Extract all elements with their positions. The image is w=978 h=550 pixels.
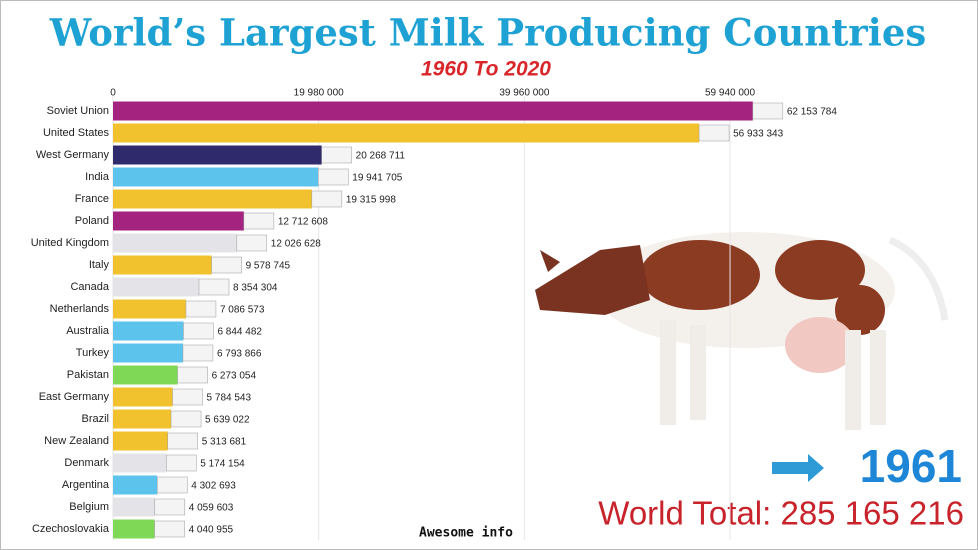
- value-label: 6 273 054: [212, 371, 257, 382]
- y-tick-label: France: [75, 193, 109, 205]
- bar: [113, 431, 168, 451]
- y-tick-label: Canada: [70, 281, 109, 293]
- flag: [198, 278, 230, 296]
- year-label: 1961: [860, 440, 962, 492]
- value-label: 19 315 998: [346, 195, 396, 206]
- cow-illustration: [535, 232, 949, 430]
- flag: [154, 498, 186, 516]
- value-label: 5 313 681: [202, 437, 247, 448]
- flag: [321, 146, 352, 164]
- value-label: 6 844 482: [217, 327, 262, 338]
- flag: [311, 190, 343, 208]
- x-tick-label: 0: [110, 88, 116, 99]
- bar: [113, 189, 312, 209]
- y-tick-label: East Germany: [39, 391, 110, 403]
- value-label: 4 302 693: [191, 481, 236, 492]
- bar: [113, 387, 173, 407]
- x-tick-label: 19 980 000: [294, 88, 344, 99]
- bar: [113, 365, 178, 385]
- flag: [318, 168, 349, 186]
- value-label: 62 153 784: [787, 107, 837, 118]
- x-tick-label: 39 960 000: [499, 88, 549, 99]
- flag: [698, 124, 730, 142]
- flag: [243, 212, 275, 230]
- flag: [177, 366, 208, 384]
- value-label: 4 040 955: [189, 525, 234, 536]
- value-label: 5 174 154: [200, 459, 245, 470]
- chart-title: World’s Largest Milk Producing Countries: [49, 11, 926, 55]
- value-label: 20 268 711: [356, 151, 406, 162]
- bar: [113, 299, 186, 319]
- watermark: Awesome info: [419, 526, 513, 541]
- flag: [172, 388, 203, 406]
- chart-subtitle: 1960 To 2020: [421, 58, 551, 81]
- flag: [183, 322, 214, 340]
- y-tick-label: West Germany: [36, 149, 110, 161]
- bar: [113, 277, 200, 297]
- flag: [154, 520, 185, 538]
- y-tick-label: India: [85, 171, 110, 183]
- bar: [113, 497, 155, 517]
- bar: [113, 409, 172, 429]
- y-tick-label: Belgium: [69, 501, 109, 513]
- x-tick-label: 59 940 000: [705, 88, 755, 99]
- y-tick-label: New Zealand: [44, 435, 109, 447]
- flag: [157, 476, 188, 494]
- value-label: 12 712 608: [278, 217, 328, 228]
- bar: [113, 145, 322, 165]
- value-label: 4 059 603: [189, 503, 234, 514]
- flag: [167, 432, 198, 450]
- y-tick-label: Soviet Union: [47, 105, 109, 117]
- bar: [113, 453, 167, 473]
- flag: [236, 234, 268, 252]
- y-tick-label: Australia: [66, 325, 110, 337]
- bar: [113, 233, 237, 253]
- flag: [166, 454, 197, 472]
- flag: [182, 344, 214, 362]
- value-label: 8 354 304: [233, 283, 278, 294]
- total-label: World Total: 285 165 216: [598, 495, 964, 532]
- y-tick-label: Pakistan: [67, 369, 109, 381]
- value-label: 5 784 543: [207, 393, 252, 404]
- value-label: 6 793 866: [217, 349, 262, 360]
- y-tick-label: Denmark: [64, 457, 109, 469]
- flag: [752, 102, 784, 120]
- y-tick-label: Brazil: [81, 413, 109, 425]
- y-tick-label: Turkey: [76, 347, 110, 359]
- flag: [170, 410, 202, 428]
- bar: [113, 321, 184, 341]
- value-label: 19 941 705: [352, 173, 402, 184]
- y-tick-label: United States: [43, 127, 110, 139]
- y-tick-label: Argentina: [62, 479, 110, 491]
- y-tick-label: Poland: [75, 215, 109, 227]
- value-label: 56 933 343: [733, 129, 783, 140]
- bar: [113, 519, 155, 539]
- arrow: [772, 454, 824, 482]
- y-tick-label: Italy: [89, 259, 110, 271]
- value-label: 9 578 745: [246, 261, 291, 272]
- y-tick-label: United Kingdom: [31, 237, 109, 249]
- bar: [113, 123, 700, 143]
- bar: [113, 475, 158, 495]
- y-tick-label: Czechoslovakia: [32, 523, 110, 535]
- flag: [211, 256, 242, 274]
- bar: [113, 101, 753, 121]
- flag: [185, 300, 217, 318]
- y-tick-label: Netherlands: [50, 303, 110, 315]
- bar: [113, 211, 244, 231]
- value-label: 5 639 022: [205, 415, 250, 426]
- bar: [113, 167, 319, 187]
- bar: [113, 255, 212, 275]
- value-label: 12 026 628: [271, 239, 321, 250]
- bar: [113, 343, 183, 363]
- value-label: 7 086 573: [220, 305, 265, 316]
